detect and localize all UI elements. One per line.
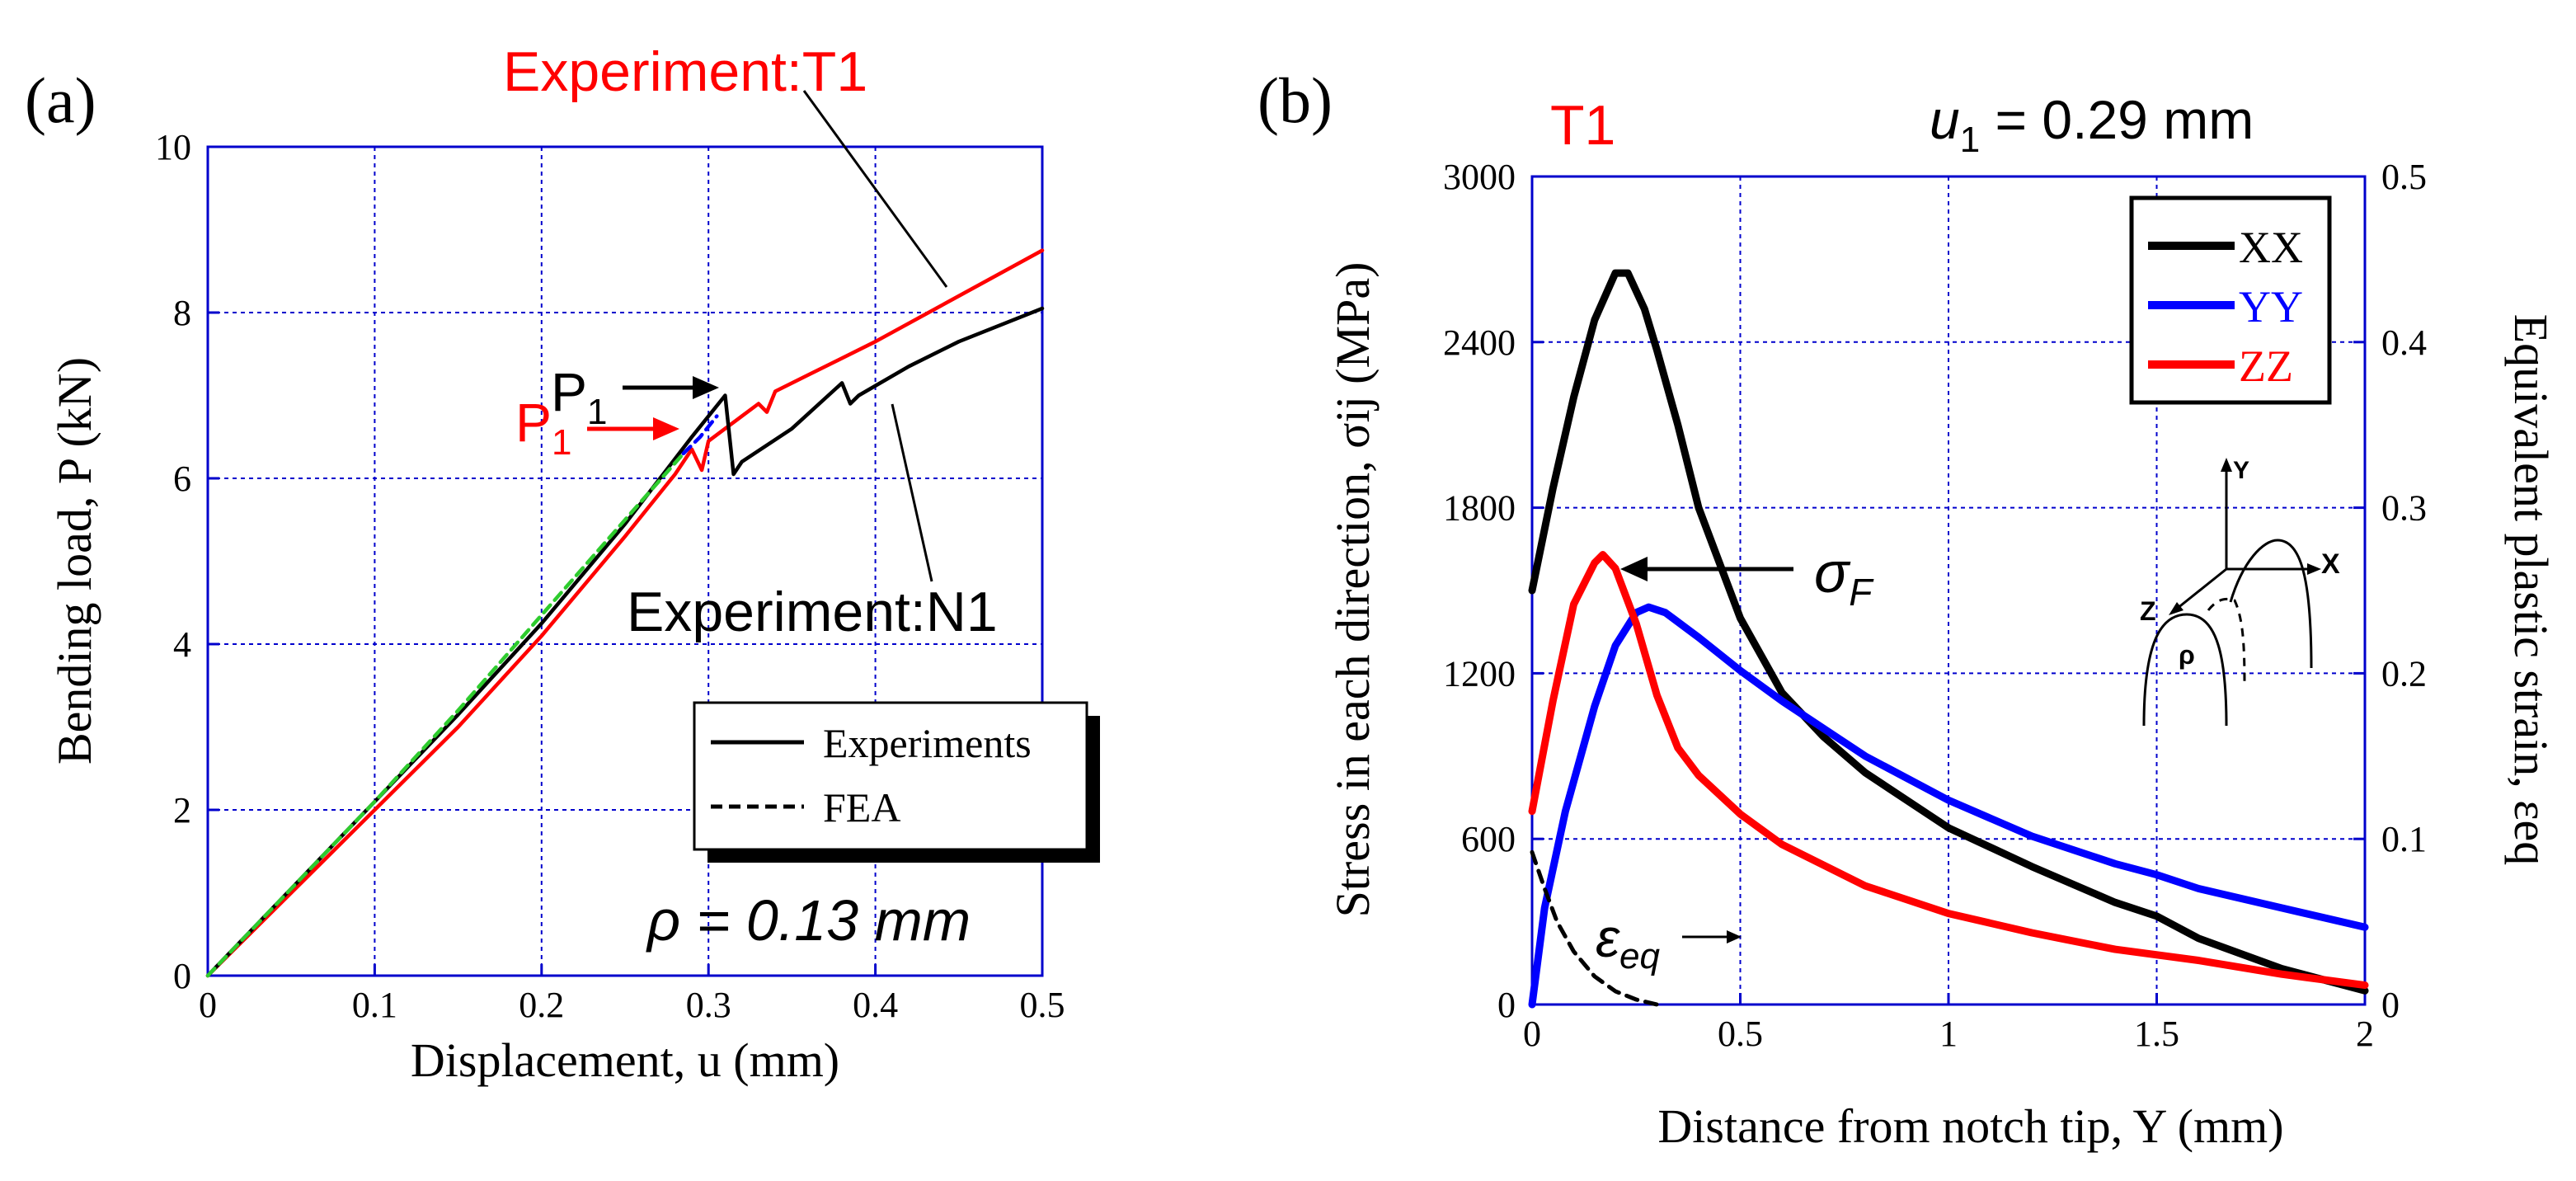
tick-label-y-a: 6	[173, 459, 191, 499]
tick-label-y-b: 0	[1497, 985, 1516, 1025]
legend-label-experiments: Experiments	[823, 720, 1032, 766]
tick-label-y-b: 1800	[1443, 488, 1516, 529]
tick-label-y-b: 3000	[1443, 157, 1516, 197]
inset-label-rho: ρ	[2179, 640, 2195, 670]
tick-label-x-a: 0.3	[686, 985, 731, 1025]
tick-label-y-a: 4	[173, 624, 191, 665]
inset-y-arrowhead	[2221, 458, 2232, 472]
tick-label-x-a: 0.1	[352, 985, 397, 1025]
tick-label-y-a: 2	[173, 790, 191, 830]
tick-label-y-b: 600	[1461, 819, 1516, 859]
panel-a-xlabel: Displacement, u (mm)	[411, 1033, 839, 1087]
tick-label-x-a: 0.5	[1020, 985, 1065, 1025]
tick-label-y2-b: 0.1	[2381, 819, 2427, 859]
tick-label-y-a: 0	[173, 956, 191, 996]
series-line-a-fea-2	[205, 451, 686, 978]
inset-notch-outline	[2142, 613, 2228, 727]
tick-label-y2-b: 0.5	[2381, 157, 2427, 197]
legend-label-yy: YY	[2239, 282, 2303, 332]
series-line-b-xx-0	[1528, 269, 2369, 995]
legend-box	[693, 701, 1088, 851]
legend-label-xx: XX	[2239, 223, 2303, 272]
tick-label-y-b: 1200	[1443, 653, 1516, 694]
panel-b-label: (b)	[1257, 64, 1333, 136]
tick-label-y2-b: 0	[2381, 985, 2400, 1025]
arrowhead-eps-eq	[1727, 930, 1742, 943]
inset-label-y: Y	[2233, 457, 2249, 484]
series-line-b--eq-3	[1530, 849, 1659, 1007]
tick-label-x-a: 0.2	[519, 985, 564, 1025]
inset-notch-back	[2229, 539, 2313, 669]
arrowhead-p1-red	[653, 417, 679, 440]
annotation-experiment-n1: Experiment:N1	[627, 581, 998, 643]
inset-z-arrowhead	[2169, 602, 2183, 615]
series-line-a-experiment-n1-1	[205, 306, 1045, 978]
leader-n1	[891, 403, 933, 582]
annotation-eps-eq: εeq	[1596, 907, 1660, 976]
legend-label-fea: FEA	[823, 784, 900, 830]
tick-label-y-a: 8	[173, 293, 191, 333]
arrowhead-p1-black	[693, 376, 719, 399]
panel-b-series	[1528, 269, 2369, 1009]
panel-b-y2label: Equivalent plastic strain, εeq	[2504, 314, 2558, 866]
panel-a-plot-frame	[206, 145, 1044, 977]
arrowhead-sigma-f	[1620, 557, 1648, 581]
panel-b-xlabel: Distance from notch tip, Y (mm)	[1657, 1099, 2283, 1153]
tick-label-y2-b: 0.2	[2381, 653, 2427, 694]
series-line-b-yy-1	[1528, 603, 2369, 1009]
annotation-u1: u1 = 0.29 mm	[1930, 89, 2254, 160]
panel-a-ylabel: Bending load, P (kN)	[48, 357, 101, 765]
tick-label-y-a: 10	[155, 127, 191, 167]
inset-label-z: Z	[2140, 596, 2156, 626]
panel-a-series	[205, 248, 1045, 978]
tick-label-x-a: 0.4	[853, 985, 898, 1025]
annotation-experiment-t1: Experiment:T1	[503, 40, 867, 103]
panel-b: 0 0.5 1 1.5 20600120018002400300000.10.20.30…	[1257, 64, 2558, 1153]
annotation-sigma-f: σF	[1814, 540, 1874, 614]
panel-a-ticks: 0 0.1 0.2 0.3 0.4 0.5 0 2 4 6 8 10	[155, 127, 1065, 1025]
inset-notch-hidden	[2207, 598, 2246, 685]
series-line-a-fea-3	[681, 414, 719, 456]
tick-label-y2-b: 0.4	[2381, 322, 2427, 363]
annotation-p1-red: P1	[515, 392, 572, 463]
panel-b-ylabel: Stress in each direction, σij (MPa)	[1326, 262, 1380, 918]
panel-b-ticks: 0 0.5 1 1.5 20600120018002400300000.10.20.30…	[1443, 157, 2427, 1054]
inset-z-axis	[2176, 567, 2227, 610]
tick-label-x-b: 1.5	[2134, 1014, 2179, 1054]
tick-label-x-b: 0	[1523, 1014, 1541, 1054]
annotation-t1-b: T1	[1550, 94, 1615, 157]
panel-a-legend: Experiments FEA	[693, 701, 1100, 863]
tick-label-x-b: 0.5	[1718, 1014, 1763, 1054]
series-line-a-experiment-t1-0	[205, 248, 1045, 978]
panel-a-label: (a)	[25, 64, 96, 136]
tick-label-x-b: 1	[1939, 1014, 1958, 1054]
tick-label-x-b: 2	[2356, 1014, 2374, 1054]
legend-label-zz: ZZ	[2239, 341, 2293, 391]
leader-t1	[802, 90, 948, 288]
tick-label-x-a: 0	[199, 985, 217, 1025]
panel-b-legend: XX YY ZZ	[2129, 195, 2332, 405]
annotation-p1-black: P1	[551, 361, 608, 432]
series-line-b-zz-2	[1528, 551, 2369, 990]
inset-x-arrowhead	[2307, 563, 2321, 575]
annotation-rho: ρ = 0.13 mm	[646, 888, 971, 953]
panel-a: 0 0.1 0.2 0.3 0.4 0.5 0 2 4 6 8 10 (a) Displacement…	[25, 40, 1100, 1087]
tick-label-y2-b: 0.3	[2381, 488, 2427, 529]
inset-notch-sketch: Y X Z ρ	[2140, 457, 2340, 727]
inset-label-x: X	[2321, 548, 2340, 580]
tick-label-y-b: 2400	[1443, 322, 1516, 363]
